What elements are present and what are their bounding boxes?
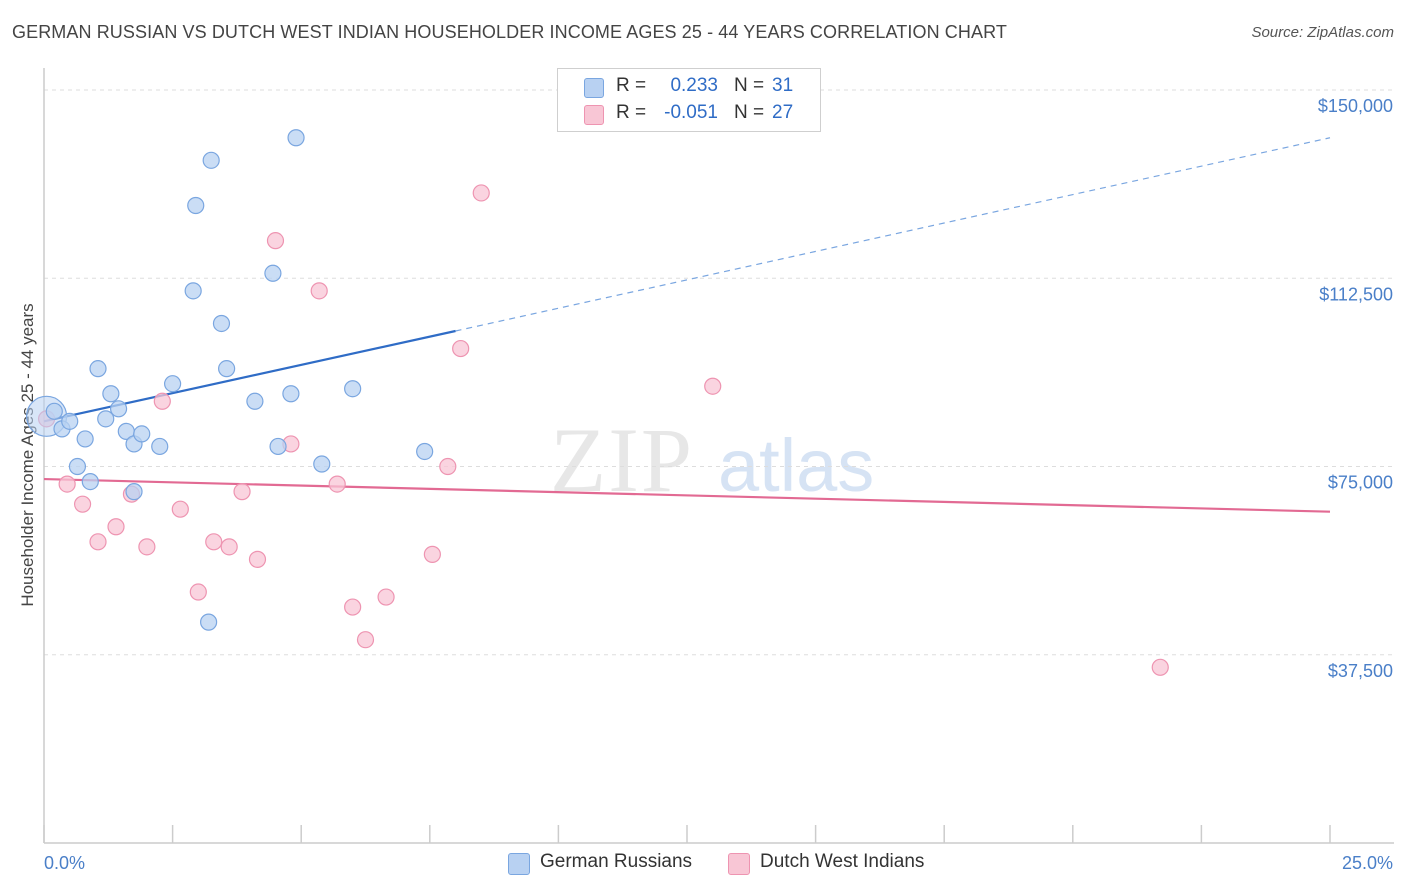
data-point-german-russians <box>164 375 182 393</box>
r-label: R = <box>616 102 647 123</box>
data-point-german-russians <box>125 483 143 501</box>
legend-label: German Russians <box>540 851 693 872</box>
data-point-german-russians <box>200 613 218 631</box>
pink-swatch <box>728 853 750 875</box>
r-value: -0.051 <box>664 102 718 123</box>
pink-swatch <box>584 105 604 125</box>
data-point-dutch-west-indians <box>58 475 76 493</box>
data-point-german-russians <box>102 385 120 403</box>
grid-lines <box>44 89 1394 656</box>
n-label: N = <box>734 102 765 123</box>
data-point-german-russians <box>202 151 220 169</box>
data-point-dutch-west-indians <box>171 500 189 518</box>
data-point-dutch-west-indians <box>423 545 441 563</box>
data-point-dutch-west-indians <box>89 533 107 551</box>
legend-label: Dutch West Indians <box>760 851 925 872</box>
blue-swatch <box>508 853 530 875</box>
watermark-atlas: atlas <box>718 424 874 507</box>
series-german-russians <box>25 129 434 631</box>
data-point-dutch-west-indians <box>704 377 722 395</box>
r-value: 0.233 <box>670 75 718 96</box>
data-point-dutch-west-indians <box>1151 658 1169 676</box>
n-value: 27 <box>772 102 794 123</box>
data-point-dutch-west-indians <box>248 550 267 568</box>
y-tick-label: $112,500 <box>1319 284 1393 304</box>
y-tick-label: $75,000 <box>1328 473 1393 493</box>
n-value: 31 <box>772 75 794 96</box>
data-point-dutch-west-indians <box>452 339 470 358</box>
data-point-german-russians <box>45 402 63 420</box>
data-point-dutch-west-indians <box>344 598 362 616</box>
data-point-german-russians <box>416 442 434 461</box>
data-point-german-russians <box>76 430 94 448</box>
chart-title: GERMAN RUSSIAN VS DUTCH WEST INDIAN HOUS… <box>12 22 1007 42</box>
data-point-dutch-west-indians <box>138 538 156 556</box>
data-point-dutch-west-indians <box>356 631 375 649</box>
axes <box>43 68 1394 844</box>
data-point-dutch-west-indians <box>266 232 285 250</box>
data-point-dutch-west-indians <box>472 184 490 202</box>
data-point-german-russians <box>282 385 300 403</box>
x-tick-labels: 0.0% 25.0% <box>44 853 1393 873</box>
source-label: Source: ZipAtlas.com <box>1251 24 1394 41</box>
data-point-dutch-west-indians <box>189 583 207 601</box>
data-point-dutch-west-indians <box>73 495 92 513</box>
data-point-german-russians <box>218 360 236 378</box>
data-point-german-russians <box>89 360 107 378</box>
blue-swatch <box>584 78 604 98</box>
y-tick-label: $37,500 <box>1328 661 1393 681</box>
data-point-german-russians <box>81 472 99 491</box>
data-point-german-russians <box>287 129 305 147</box>
data-point-german-russians <box>187 196 205 215</box>
data-point-german-russians <box>264 264 282 282</box>
trend-line-dutch-west-indians <box>43 477 1331 513</box>
y-axis-label: Householder Income Ages 25 - 44 years <box>18 303 37 606</box>
data-point-german-russians <box>246 392 264 410</box>
data-point-dutch-west-indians <box>220 538 238 556</box>
data-point-german-russians <box>68 457 87 476</box>
data-point-dutch-west-indians <box>205 533 223 551</box>
y-tick-label: $150,000 <box>1318 96 1393 116</box>
data-point-dutch-west-indians <box>153 392 171 410</box>
trend-line-german-russians-extension <box>455 137 1331 332</box>
stats-legend: R = 0.233 N = 31 R = -0.051 N = 27 <box>557 68 821 132</box>
data-point-german-russians <box>151 437 169 456</box>
x-tick-label: 0.0% <box>44 853 85 873</box>
data-point-german-russians <box>344 380 362 398</box>
series-dutch-west-indians <box>37 184 1169 676</box>
data-point-dutch-west-indians <box>107 518 125 536</box>
data-point-german-russians <box>133 425 151 443</box>
data-point-german-russians <box>212 314 231 333</box>
r-label: R = <box>616 75 647 96</box>
data-point-dutch-west-indians <box>310 282 328 300</box>
data-point-dutch-west-indians <box>328 475 346 493</box>
data-point-german-russians <box>269 437 287 456</box>
n-label: N = <box>734 75 765 96</box>
data-point-german-russians <box>109 400 128 418</box>
data-point-dutch-west-indians <box>377 588 395 606</box>
data-point-german-russians <box>97 410 115 428</box>
data-point-german-russians <box>61 412 79 430</box>
data-point-german-russians <box>184 282 202 300</box>
x-tick-label: 25.0% <box>1342 853 1393 873</box>
data-point-german-russians <box>313 455 331 473</box>
data-point-dutch-west-indians <box>439 457 457 476</box>
y-tick-labels: $37,500 $75,000 $112,500 $150,000 <box>1318 96 1393 681</box>
data-point-dutch-west-indians <box>233 483 251 501</box>
